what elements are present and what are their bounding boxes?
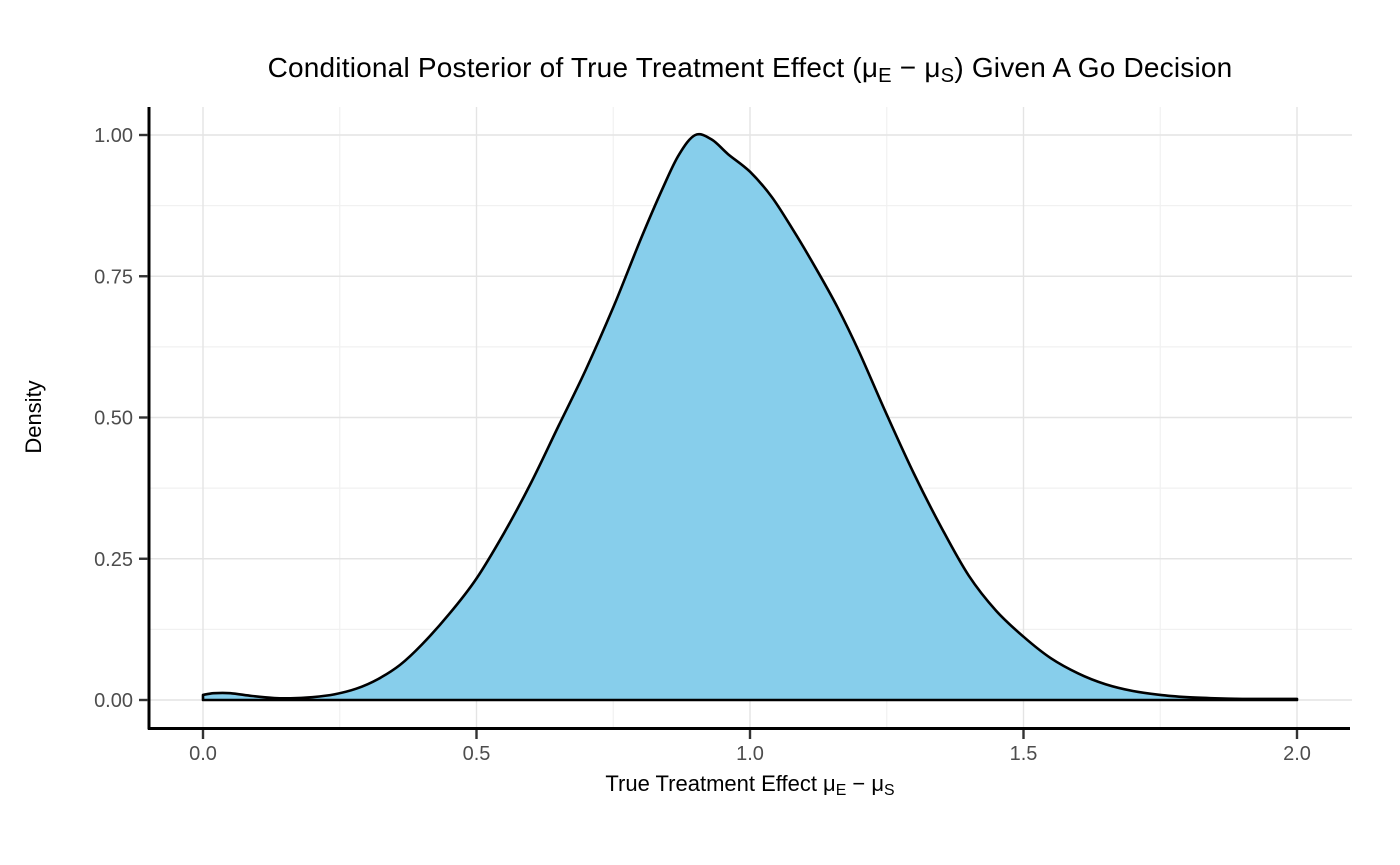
y-tick-label: 0.50 [94,408,133,430]
x-axis-title-text: True Treatment Effect μ [605,771,836,796]
y-axis-title: Density [21,380,46,454]
axis-tick-labels: 0.0 0.5 1.0 1.5 2.0 0.00 0.25 0.50 0.75 1.00 [94,125,1311,765]
chart-title: Conditional Posterior of True Treatment … [267,52,1233,88]
density-curve [201,132,1299,702]
y-tick-label: 0.75 [94,266,133,288]
x-tick-label: 1.0 [736,743,764,765]
x-tick-label: 0.0 [189,743,217,765]
chart-title-text: − μ [891,52,941,83]
x-axis-title-subscript-s: S [884,781,895,799]
chart-title-text: ) Given A Go Decision [954,52,1233,83]
chart-title-subscript-s: S [940,65,955,88]
x-axis-title-text: − μ [846,771,885,796]
y-tick-label: 0.00 [94,690,133,712]
y-tick-label: 0.25 [94,549,133,571]
x-axis-title-subscript-e: E [835,781,847,799]
y-tick-label: 1.00 [94,125,133,147]
axis-ticks [139,133,1299,739]
x-axis-title: True Treatment Effect μE − μS [605,771,895,799]
x-tick-label: 1.5 [1010,743,1038,765]
chart-title-text: Conditional Posterior of True Treatment … [267,52,879,83]
x-tick-label: 0.5 [463,743,491,765]
chart-title-subscript-e: E [878,65,892,88]
x-tick-label: 2.0 [1283,743,1311,765]
